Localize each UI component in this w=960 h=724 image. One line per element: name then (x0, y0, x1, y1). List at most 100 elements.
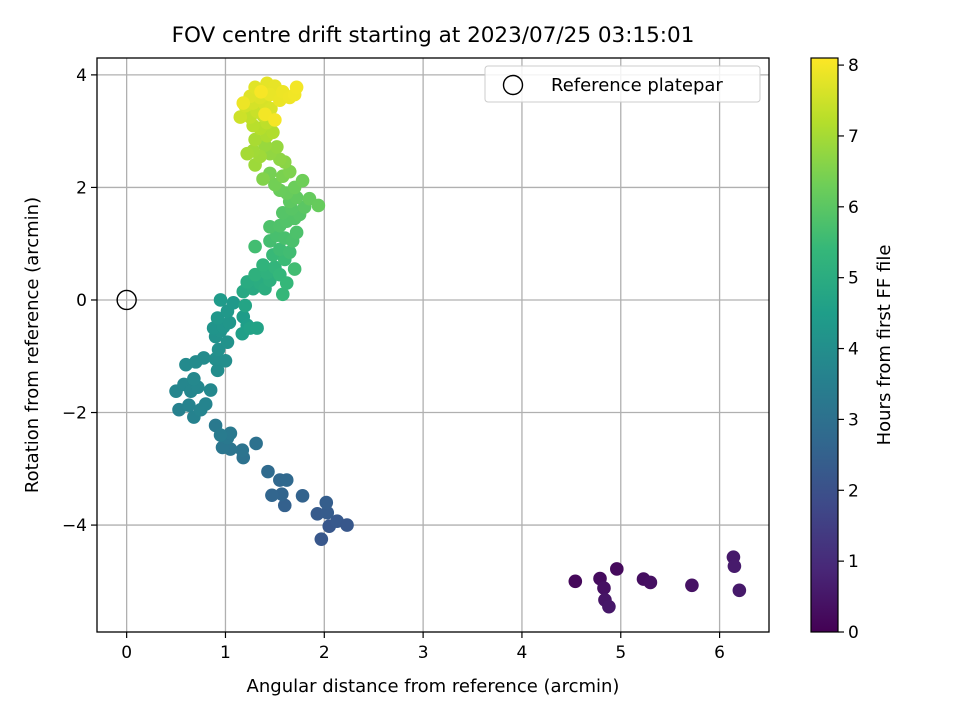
colorbar: 0 1 2 3 4 5 6 7 8 Hours from first FF file (810, 56, 895, 643)
x-axis-label: Angular distance from reference (arcmin) (247, 676, 620, 697)
scatter-point (254, 84, 268, 99)
colorbar-tick-label: 5 (848, 269, 859, 289)
scatter-point (289, 225, 304, 240)
scatter-point (256, 258, 270, 272)
scatter-point (602, 599, 616, 614)
colorbar-tick-label: 4 (848, 340, 859, 360)
colorbar-tick-label: 6 (848, 198, 859, 218)
x-axis-ticks: 0 1 2 3 4 5 6 (121, 632, 725, 663)
scatter-point (261, 464, 275, 479)
scatter-point (265, 488, 279, 503)
scatter-point (238, 298, 253, 313)
scatter-point (210, 311, 225, 325)
y-tick-label: −2 (62, 404, 87, 424)
scatter-point (279, 276, 294, 290)
x-tick-label: 6 (714, 643, 725, 663)
x-tick-label: 3 (418, 643, 429, 663)
scatter-point (270, 140, 284, 154)
plot-frame (96, 57, 770, 633)
x-tick-label: 1 (220, 643, 231, 663)
scatter-point (610, 562, 624, 576)
scatter-point (340, 518, 354, 532)
colorbar-tick-label: 0 (848, 623, 859, 643)
scatter-point (248, 267, 262, 282)
colorbar-tick-label: 1 (848, 552, 859, 572)
scatter-point (236, 96, 251, 110)
scatter-point (213, 428, 228, 442)
scatter-point (685, 578, 699, 593)
scatter-point (643, 575, 658, 590)
scatter-point (597, 581, 611, 595)
legend: Reference platepar (484, 65, 761, 103)
colorbar-label: Hours from first FF file (874, 245, 895, 446)
colorbar-tick-label: 8 (848, 56, 859, 76)
scatter-point (210, 363, 225, 378)
scatter-point (268, 113, 282, 127)
scatter-point (222, 315, 237, 330)
scatter-point (275, 287, 290, 302)
y-axis-label: Rotation from reference (arcmin) (22, 197, 43, 493)
colorbar-tick-label: 7 (848, 127, 859, 147)
x-tick-label: 2 (319, 643, 330, 663)
scatter-point (250, 321, 264, 335)
scatter-point (226, 295, 241, 310)
scatter-point (248, 132, 262, 147)
scatter-point (235, 443, 250, 458)
scatter-points (169, 76, 747, 614)
y-axis-ticks: −4 −2 0 2 4 (62, 66, 97, 536)
scatter-point (727, 559, 742, 573)
colorbar-tick-label: 3 (848, 410, 859, 430)
scatter-point (277, 498, 292, 513)
x-tick-label: 5 (615, 643, 626, 663)
colorbar-gradient (811, 58, 838, 632)
scatter-point (263, 220, 277, 234)
chart-title: FOV centre drift starting at 2023/07/25 … (172, 23, 695, 48)
scatter-point (198, 397, 213, 411)
x-tick-label: 4 (517, 643, 528, 663)
scatter-point (320, 505, 335, 520)
scatter-point (249, 436, 263, 451)
scatter-point (256, 172, 270, 186)
scatter-point (203, 383, 218, 397)
scatter-point (220, 335, 235, 349)
scatter-point (248, 239, 262, 254)
colorbar-tick-label: 2 (848, 481, 859, 501)
legend-box (484, 65, 761, 103)
x-tick-label: 0 (121, 643, 132, 663)
scatter-point (218, 353, 233, 368)
y-tick-label: 2 (76, 178, 87, 198)
y-tick-label: −4 (62, 516, 87, 536)
scatter-point (273, 152, 287, 167)
scatter-point (295, 489, 310, 503)
legend-label: Reference platepar (551, 75, 723, 96)
scatter-point (258, 107, 272, 122)
scatter-point (311, 198, 326, 213)
colorbar-ticks: 0 1 2 3 4 5 6 7 8 (838, 56, 859, 643)
colorbar-frame (810, 57, 839, 633)
scatter-point (287, 262, 302, 276)
reference-marker (116, 289, 137, 311)
reference-platepar-point (116, 289, 137, 311)
grid-lines (97, 58, 769, 632)
scatter-point (279, 473, 294, 487)
scatter-point (182, 398, 196, 413)
scatter-point (314, 532, 329, 546)
scatter-point (732, 583, 747, 598)
scatter-point (275, 487, 289, 501)
scatter-point (319, 495, 334, 510)
scatter-point (196, 351, 211, 365)
scatter-point (213, 293, 228, 307)
scatter-point (295, 173, 310, 188)
y-tick-label: 4 (76, 66, 87, 86)
scatter-point (282, 245, 297, 259)
scatter-point (568, 574, 583, 589)
scatter-point (187, 371, 201, 386)
scatter-point (233, 110, 248, 124)
scatter-point (310, 507, 325, 521)
y-tick-label: 0 (76, 291, 87, 311)
legend-marker-open-circle-icon (502, 74, 524, 96)
scatter-point (289, 80, 304, 95)
scatter-point (240, 146, 255, 161)
